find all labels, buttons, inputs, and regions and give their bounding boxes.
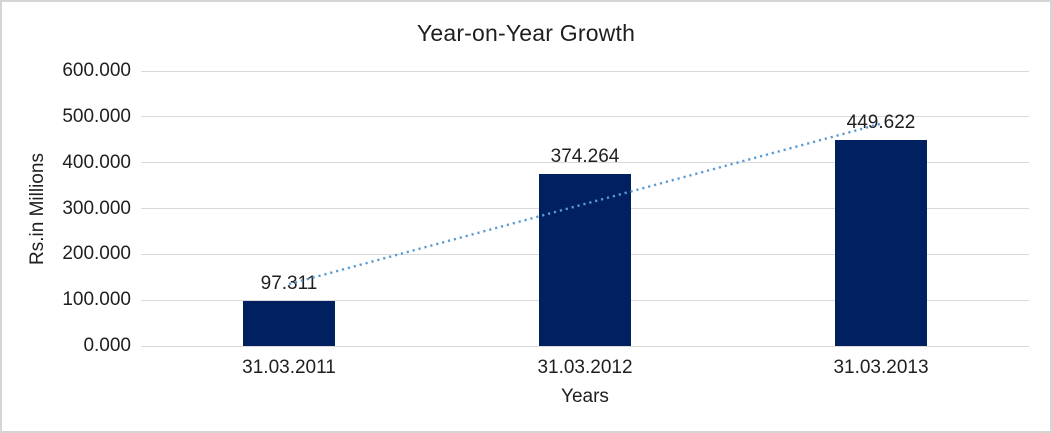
x-tick-label: 31.03.2012 <box>537 357 633 378</box>
bar-value-label: 97.311 <box>260 273 318 295</box>
bar <box>835 139 927 346</box>
y-tick-label: 600.000 <box>62 60 131 81</box>
bar-value-label: 449.622 <box>846 111 916 133</box>
y-tick-label: 100.000 <box>62 289 131 311</box>
y-tick-label: 200.000 <box>62 243 131 265</box>
gridline <box>141 70 1029 72</box>
bar <box>539 174 631 346</box>
chart-title: Year-on-Year Growth <box>416 20 636 46</box>
x-tick-label: 31.03.2013 <box>833 357 929 378</box>
x-axis-title: Years <box>561 386 609 407</box>
bar-value-label: 374.264 <box>550 146 620 168</box>
y-tick-label: 0.000 <box>83 335 131 356</box>
gridline <box>141 345 1029 347</box>
y-tick-label: 300.000 <box>62 197 131 219</box>
bar <box>243 301 335 346</box>
y-tick-label: 400.000 <box>62 151 131 173</box>
y-tick-label: 500.000 <box>62 105 131 127</box>
x-tick-label: 31.03.2011 <box>242 357 336 378</box>
gridline <box>141 116 1029 118</box>
